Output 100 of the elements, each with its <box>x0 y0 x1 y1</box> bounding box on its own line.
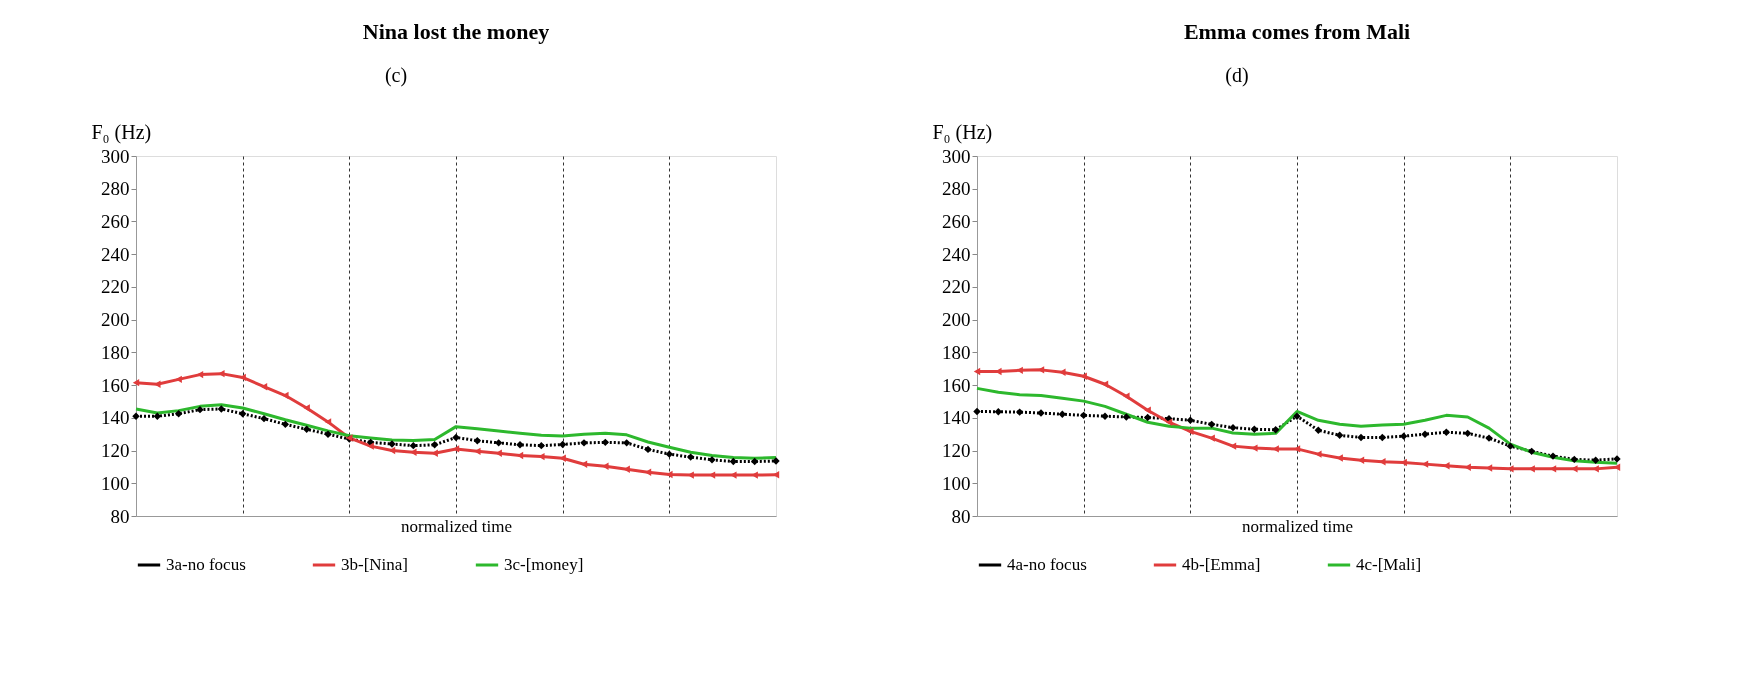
y-tick-label: 300 <box>942 145 971 167</box>
point <box>239 373 246 382</box>
y-tick-label: 280 <box>942 178 971 200</box>
point <box>494 439 503 447</box>
point <box>1229 423 1237 432</box>
point <box>410 448 417 456</box>
point <box>1314 426 1323 434</box>
point <box>1378 433 1387 442</box>
point <box>1271 426 1280 434</box>
point <box>303 404 310 412</box>
point <box>1591 456 1600 464</box>
point <box>238 410 247 418</box>
point <box>1143 413 1152 422</box>
point <box>686 453 695 461</box>
point <box>537 441 546 450</box>
point <box>217 405 226 413</box>
y-tick-label: 260 <box>942 210 971 232</box>
point <box>1315 450 1322 458</box>
y-tick-label: 200 <box>101 309 130 331</box>
y-tick-label: 100 <box>101 472 130 494</box>
y-tick-label: 80 <box>110 505 130 527</box>
y-tick-label: 140 <box>942 407 971 429</box>
y-tick-label: 160 <box>942 374 971 396</box>
y-tick-label: 260 <box>101 210 130 232</box>
y-tick-label: 200 <box>942 309 971 331</box>
point <box>260 414 268 423</box>
y-tick-label: 160 <box>101 374 130 396</box>
point <box>1059 368 1066 377</box>
text: (d) <box>1225 64 1249 87</box>
point <box>452 433 460 442</box>
y-tick-label: 100 <box>942 472 971 494</box>
legend-label: 4b-[Emma] <box>1182 555 1261 574</box>
y-tick-label: 220 <box>942 276 971 298</box>
point <box>602 462 609 470</box>
point <box>1187 427 1194 436</box>
y-tick-label: 120 <box>942 440 971 462</box>
point <box>281 420 290 429</box>
y-tick-label: 180 <box>942 341 971 363</box>
point <box>1463 429 1472 438</box>
point <box>153 412 162 420</box>
point <box>644 445 652 454</box>
point <box>1123 392 1130 400</box>
point <box>1570 455 1579 464</box>
point <box>1335 431 1344 440</box>
y-axis-title: F₀ (Hz) <box>91 120 152 144</box>
point <box>1357 433 1365 442</box>
legend-label: 3c-[money] <box>504 555 584 574</box>
legend-label: 3b-[Nina] <box>341 555 409 574</box>
x-axis-title: normalized time <box>401 516 512 536</box>
point <box>154 380 161 388</box>
point <box>1186 416 1195 424</box>
point <box>1207 420 1216 429</box>
point <box>601 438 610 447</box>
point <box>1208 434 1215 442</box>
point <box>282 391 289 400</box>
point <box>973 407 981 416</box>
point <box>1527 447 1536 456</box>
y-tick-label: 220 <box>101 276 130 298</box>
y-tick-label: 280 <box>101 178 130 200</box>
point <box>260 383 268 391</box>
point <box>302 425 311 433</box>
point <box>474 447 481 456</box>
point <box>558 440 567 449</box>
point <box>1229 442 1237 450</box>
point <box>1442 428 1451 436</box>
y-axis-title: F₀ (Hz) <box>932 120 993 144</box>
y-tick-label: 180 <box>101 341 130 363</box>
y-tick-label: 120 <box>101 440 130 462</box>
point <box>1122 413 1131 421</box>
point <box>622 439 631 447</box>
point <box>750 457 759 466</box>
y-tick-label: 240 <box>942 243 971 265</box>
point <box>666 470 673 479</box>
chart-title: Nina lost the money <box>362 19 550 44</box>
point <box>665 450 674 458</box>
y-tick-label: 140 <box>101 407 130 429</box>
point <box>1015 408 1024 416</box>
legend-label: 3a-no focus <box>166 555 246 574</box>
point <box>1165 418 1173 426</box>
point <box>132 378 140 387</box>
y-tick-label: 80 <box>951 505 971 527</box>
point <box>1144 406 1151 414</box>
legend-label: 4a-no focus <box>1007 555 1087 574</box>
point <box>324 418 332 426</box>
point <box>174 410 183 418</box>
legend-label: 4c-[Mali] <box>1356 555 1422 574</box>
point <box>367 442 374 450</box>
point <box>430 441 439 449</box>
point <box>218 369 225 378</box>
point <box>196 405 204 414</box>
x-axis-title: normalized time <box>1242 516 1353 536</box>
y-tick-label: 300 <box>101 145 130 167</box>
point <box>473 437 482 445</box>
point <box>175 375 182 384</box>
point <box>1506 442 1515 450</box>
point <box>1079 411 1088 420</box>
point <box>973 367 981 376</box>
chart-title: Emma comes from Mali <box>1183 19 1411 44</box>
y-tick-label: 240 <box>101 243 130 265</box>
text: (c) <box>384 64 408 87</box>
